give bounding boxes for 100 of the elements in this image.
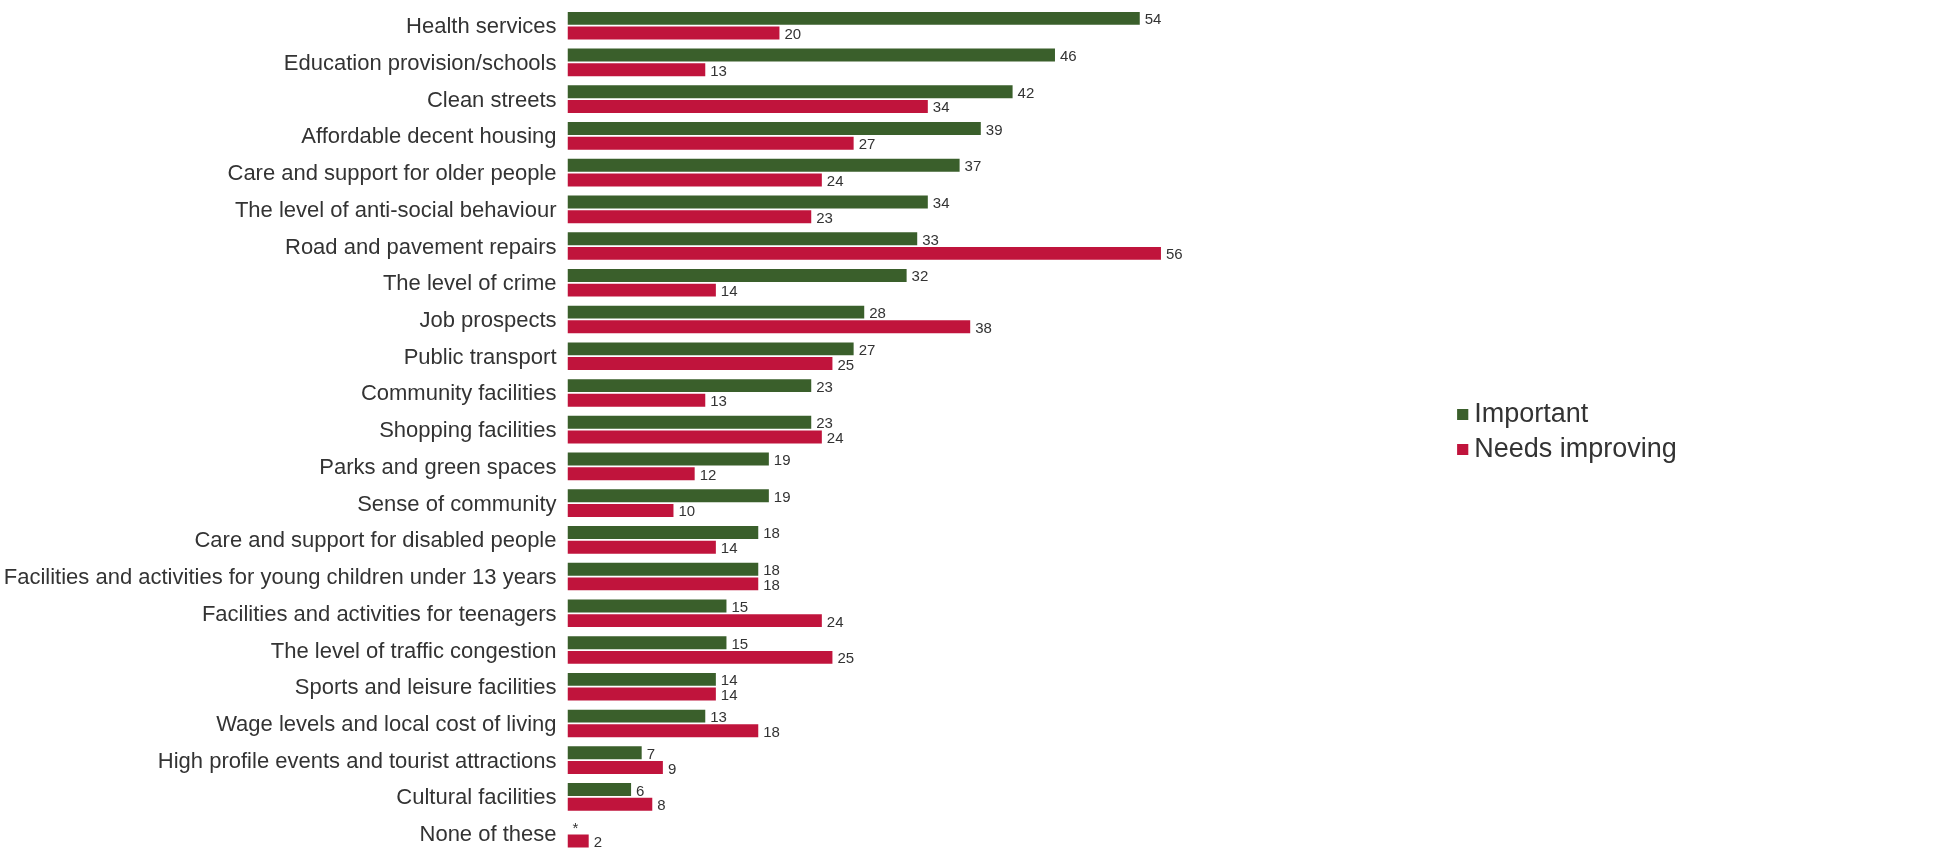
y-tick-label: Sports and leisure facilities [294,674,557,700]
data-label: 15 [731,634,749,652]
data-label: 25 [837,355,855,373]
data-label: 34 [932,98,950,116]
data-label: 20 [784,25,802,43]
bar [567,614,822,628]
bar [567,195,928,209]
bar [567,136,854,150]
bar [567,746,642,760]
y-tick-label: High profile events and tourist attractions [157,747,557,773]
bar [567,687,716,701]
data-label: 15 [731,597,749,615]
y-tick-label: Affordable decent housing [301,123,557,149]
bar [567,577,759,591]
data-label: 19 [773,451,791,469]
data-label: 24 [826,171,844,189]
bar [567,489,769,503]
data-label: 13 [710,61,727,79]
y-tick-label: Facilities and activities for young children under 13 years [3,564,557,590]
bar [567,283,716,297]
bar [567,797,653,811]
data-label: 32 [911,267,929,285]
data-label: 18 [763,722,780,740]
bar [567,452,769,466]
bar [567,672,716,686]
data-label: 23 [816,208,833,226]
data-label: 6 [636,781,645,799]
data-label: 8 [657,796,666,814]
data-label: 14 [720,671,738,689]
legend-label: Important [1474,398,1589,429]
data-label: 28 [869,304,886,322]
data-label: 14 [720,539,738,557]
bar [567,393,706,407]
bar [567,100,928,113]
bar [567,342,854,356]
y-tick-label: Clean streets [426,86,557,112]
data-label: 2 [593,832,603,850]
data-label: 7 [646,744,656,762]
bar [567,173,822,187]
bar [567,467,695,481]
data-label: 14 [720,686,738,704]
data-label: 24 [826,429,844,447]
y-tick-label: Health services [406,13,557,39]
data-label: 54 [1144,10,1162,28]
bar [567,268,907,282]
bar [567,246,1161,260]
y-tick-label: Wage levels and local cost of living [216,710,557,736]
data-label: 25 [837,649,855,667]
bar [567,636,727,650]
y-tick-label: None of these [419,821,557,847]
y-tick-label: Education provision/schools [283,49,557,75]
data-label: 34 [932,193,950,211]
data-label: 12 [699,465,717,483]
data-label: 9 [667,759,677,777]
bar [567,305,865,319]
data-label: 14 [720,282,738,300]
data-label: 23 [816,377,833,395]
bar [567,232,918,246]
y-tick-label: Care and support for older people [227,160,557,186]
legend-label: Needs improving [1474,433,1677,464]
data-label: 24 [826,612,844,630]
data-label: 37 [964,157,982,175]
y-tick-label: The level of anti-social behaviour [234,196,557,222]
data-label: 19 [773,487,791,505]
bar [567,11,1140,25]
data-label: 18 [763,524,780,542]
y-tick-label: Facilities and activities for teenagers [201,600,557,626]
bar [567,761,663,774]
bar [567,503,674,517]
y-tick-label: Public transport [403,343,557,369]
bar [567,430,822,444]
data-label: 56 [1165,245,1183,263]
y-tick-label: Job prospects [419,306,557,332]
bar [567,783,632,797]
bar [567,562,759,576]
bar [567,540,716,554]
data-label: 27 [858,340,876,358]
bar [567,158,960,172]
bar [567,599,727,613]
data-label: 13 [710,392,727,410]
bar [567,415,812,429]
data-label: 39 [985,120,1003,138]
bar [567,320,971,334]
bar [567,85,1013,99]
y-tick-label: Community facilities [360,380,557,406]
bar [567,650,833,664]
y-tick-label: Road and pavement repairs [285,233,557,259]
bar [567,526,759,539]
bar [567,834,589,848]
bar [567,26,780,40]
data-label: 27 [858,135,876,153]
data-label: 46 [1059,47,1077,65]
bar [567,122,981,135]
bar [567,210,812,224]
data-label: * [572,818,579,836]
bar [567,379,812,393]
y-tick-label: Cultural facilities [396,784,557,810]
data-label: 10 [678,502,696,520]
bar [567,63,706,77]
y-tick-label: The level of traffic congestion [270,637,557,663]
